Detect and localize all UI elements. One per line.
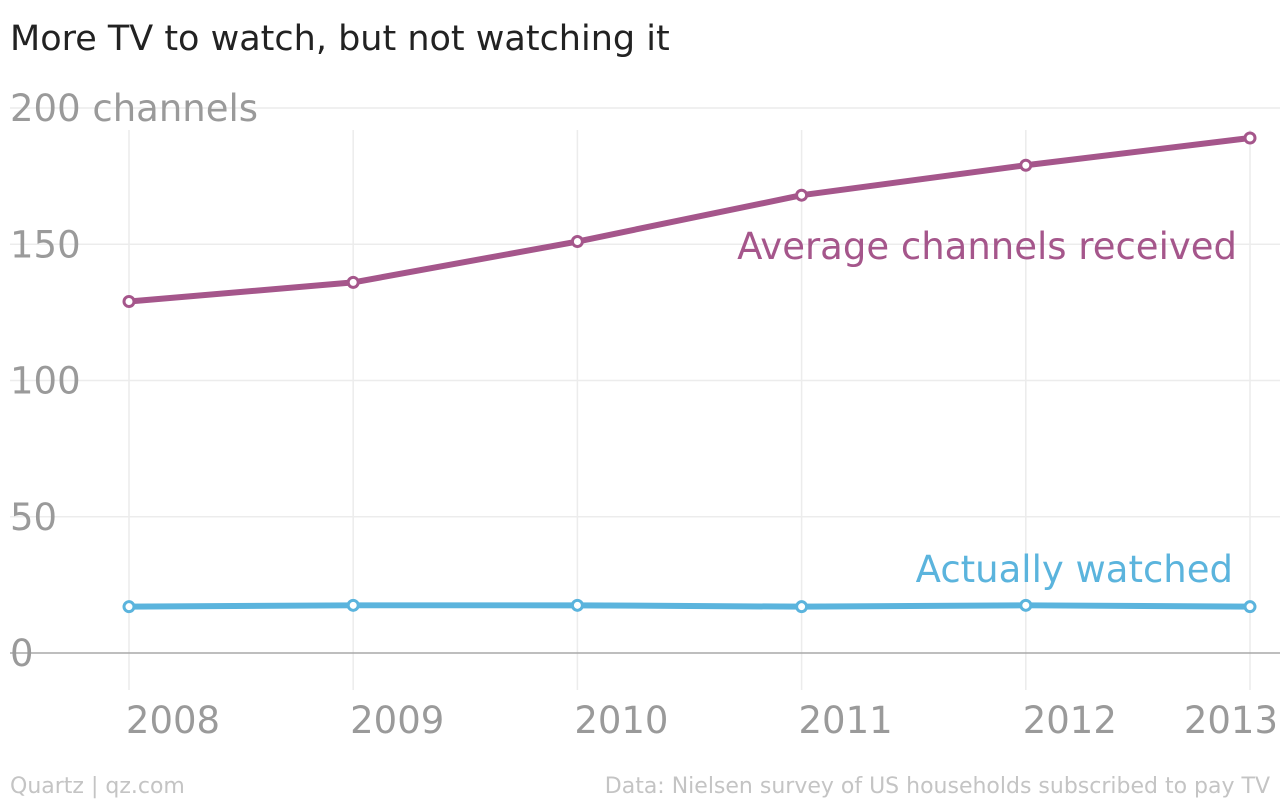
y-tick-label-0: 0 (10, 632, 34, 675)
x-tick-label-2008: 2008 (126, 699, 220, 742)
y-tick-label-200: 200 channels (10, 87, 258, 130)
data-point-actually-watched-2012 (1019, 598, 1033, 612)
y-tick-label-100: 100 (10, 360, 81, 403)
series-line-actually-watched (126, 602, 1253, 610)
series-labels: Average channels received Actually watche… (737, 225, 1237, 591)
data-point-average-channels-received-2008 (122, 294, 136, 308)
x-tick-label-2010: 2010 (574, 699, 668, 742)
chart-title: More TV to watch, but not watching it (10, 19, 670, 59)
x-tick-label-2009: 2009 (350, 699, 444, 742)
x-tick-label-2013: 2013 (1184, 699, 1278, 742)
footer-source-right: Data: Nielsen survey of US households su… (605, 774, 1270, 799)
footer-source-left: Quartz | qz.com (10, 774, 185, 799)
data-point-average-channels-received-2013 (1243, 131, 1257, 145)
series-label-actually-watched: Actually watched (916, 548, 1233, 591)
data-point-average-channels-received-2010 (570, 235, 584, 249)
y-tick-labels: 0 50 100 150 200 channels (10, 87, 258, 675)
x-tick-label-2011: 2011 (799, 699, 893, 742)
x-gridlines (128, 130, 1251, 690)
data-point-actually-watched-2013 (1243, 600, 1257, 614)
data-point-actually-watched-2010 (570, 598, 584, 612)
data-point-average-channels-received-2011 (795, 188, 809, 202)
data-point-actually-watched-2011 (795, 600, 809, 614)
y-gridlines (10, 107, 1280, 518)
y-tick-label-50: 50 (10, 496, 57, 539)
series-label-average-channels-received: Average channels received (737, 225, 1237, 268)
series-line-average-channels-received (126, 134, 1253, 305)
data-point-average-channels-received-2009 (346, 275, 360, 289)
series-group (122, 131, 1257, 614)
x-tick-labels: 2008 2009 2010 2011 2012 2013 (126, 699, 1278, 742)
data-point-actually-watched-2009 (346, 598, 360, 612)
y-tick-label-150: 150 (10, 223, 81, 266)
data-point-actually-watched-2008 (122, 600, 136, 614)
data-point-average-channels-received-2012 (1019, 158, 1033, 172)
x-tick-label-2012: 2012 (1023, 699, 1117, 742)
